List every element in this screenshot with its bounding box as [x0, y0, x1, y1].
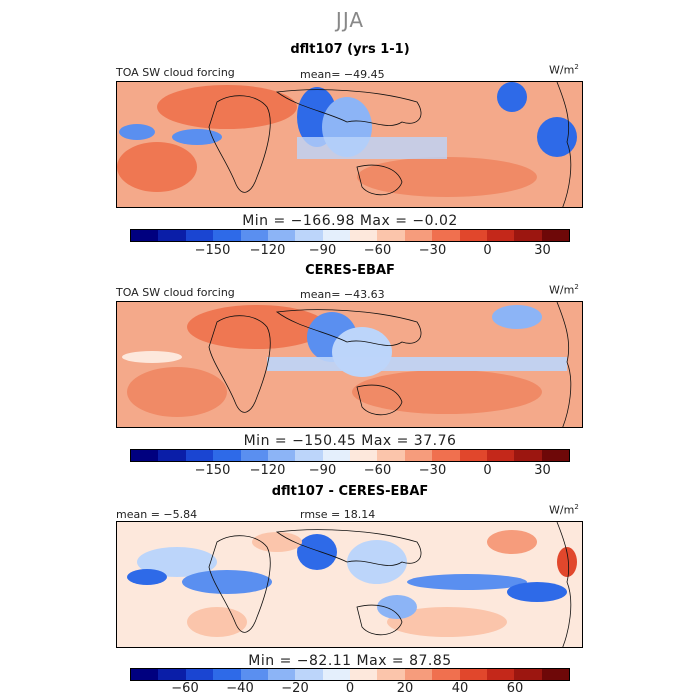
panel1-colorbar [130, 229, 570, 242]
colorbar-swatch [295, 669, 323, 680]
colorbar-tick-label: −30 [418, 243, 447, 258]
colorbar-swatch [322, 450, 350, 461]
colorbar-swatch [185, 669, 214, 680]
colorbar-swatch [486, 450, 515, 461]
colorbar-tick-label: −60 [171, 681, 199, 696]
colorbar-tick-label: 30 [534, 463, 551, 478]
colorbar-tick-label: 30 [534, 243, 551, 258]
colorbar-tick-label: −90 [308, 463, 337, 478]
panel2-minmax: Min = −150.45 Max = 37.76 [243, 433, 457, 449]
colorbar-swatch [377, 450, 405, 461]
colorbar-tick-label: −60 [363, 463, 392, 478]
colorbar-swatch [514, 450, 542, 461]
panel3-colorbar-ticks: −60 −40 −20 0 20 40 60 [130, 681, 570, 697]
panel1-colorbar-ticks: −150 −120 −90 −60 −30 0 30 [130, 243, 570, 259]
panel3-rmse: rmse = 18.14 [300, 508, 376, 521]
colorbar-tick-label: 0 [483, 243, 492, 258]
colorbar-swatch [158, 450, 186, 461]
colorbar-tick-label: 20 [396, 681, 414, 696]
colorbar-swatch [213, 230, 241, 241]
colorbar-tick-label: 0 [483, 463, 492, 478]
colorbar-tick-label: −20 [281, 681, 309, 696]
colorbar-swatch [404, 450, 433, 461]
colorbar-swatch [267, 230, 296, 241]
colorbar-swatch [432, 230, 460, 241]
colorbar-swatch [131, 669, 159, 680]
panel3-minmax: Min = −82.11 Max = 87.85 [248, 653, 452, 669]
colorbar-tick-label: −150 [194, 243, 231, 258]
panel2-mean: mean= −43.63 [300, 288, 385, 301]
colorbar-tick-label: −30 [418, 463, 447, 478]
colorbar-swatch [486, 230, 515, 241]
colorbar-swatch [541, 450, 569, 461]
colorbar-swatch [432, 669, 460, 680]
colorbar-swatch [459, 450, 487, 461]
panel1-map [116, 81, 583, 208]
colorbar-swatch [240, 230, 268, 241]
colorbar-swatch [541, 669, 569, 680]
panel2-title: CERES-EBAF [305, 263, 395, 278]
colorbar-swatch [404, 230, 433, 241]
colorbar-swatch [322, 230, 350, 241]
colorbar-swatch [295, 230, 323, 241]
panel1-units: W/m2 [549, 63, 579, 77]
colorbar-swatch [514, 669, 542, 680]
colorbar-swatch [185, 230, 214, 241]
panel2-colorbar-ticks: −150 −120 −90 −60 −30 0 30 [130, 463, 570, 479]
colorbar-swatch [350, 230, 378, 241]
colorbar-swatch [131, 450, 159, 461]
colorbar-tick-label: 0 [345, 681, 355, 696]
panel1-title: dflt107 (yrs 1-1) [290, 42, 410, 57]
panel2-map [116, 301, 583, 428]
colorbar-swatch [377, 669, 405, 680]
colorbar-swatch [158, 230, 186, 241]
colorbar-tick-label: −60 [363, 243, 392, 258]
colorbar-swatch [267, 669, 296, 680]
panel1-mean: mean= −49.45 [300, 68, 385, 81]
colorbar-swatch [322, 669, 350, 680]
colorbar-swatch [185, 450, 214, 461]
colorbar-tick-label: −40 [226, 681, 254, 696]
colorbar-swatch [213, 450, 241, 461]
colorbar-swatch [459, 669, 487, 680]
colorbar-swatch [240, 669, 268, 680]
season-title: JJA [335, 8, 365, 32]
colorbar-swatch [514, 230, 542, 241]
colorbar-swatch [404, 669, 433, 680]
colorbar-swatch [295, 450, 323, 461]
colorbar-swatch [213, 669, 241, 680]
panel3-colorbar [130, 668, 570, 681]
colorbar-swatch [158, 669, 186, 680]
panel1-minmax: Min = −166.98 Max = −0.02 [242, 213, 458, 229]
colorbar-swatch [350, 669, 378, 680]
colorbar-swatch [240, 450, 268, 461]
panel2-variable-label: TOA SW cloud forcing [116, 286, 235, 299]
colorbar-swatch [486, 669, 515, 680]
colorbar-tick-label: −90 [308, 243, 337, 258]
colorbar-tick-label: 60 [506, 681, 524, 696]
colorbar-tick-label: −120 [249, 463, 286, 478]
panel3-title: dflt107 - CERES-EBAF [271, 484, 429, 499]
panel2-colorbar [130, 449, 570, 462]
colorbar-swatch [459, 230, 487, 241]
panel2-units: W/m2 [549, 283, 579, 297]
colorbar-swatch [377, 230, 405, 241]
colorbar-swatch [432, 450, 460, 461]
panel3-mean: mean = −5.84 [116, 508, 198, 521]
panel3-map [116, 521, 583, 648]
colorbar-swatch [131, 230, 159, 241]
colorbar-tick-label: 40 [451, 681, 469, 696]
panel1-variable-label: TOA SW cloud forcing [116, 66, 235, 79]
colorbar-tick-label: −150 [194, 463, 231, 478]
colorbar-tick-label: −120 [249, 243, 286, 258]
colorbar-swatch [350, 450, 378, 461]
colorbar-swatch [541, 230, 569, 241]
panel3-units: W/m2 [549, 503, 579, 517]
colorbar-swatch [267, 450, 296, 461]
